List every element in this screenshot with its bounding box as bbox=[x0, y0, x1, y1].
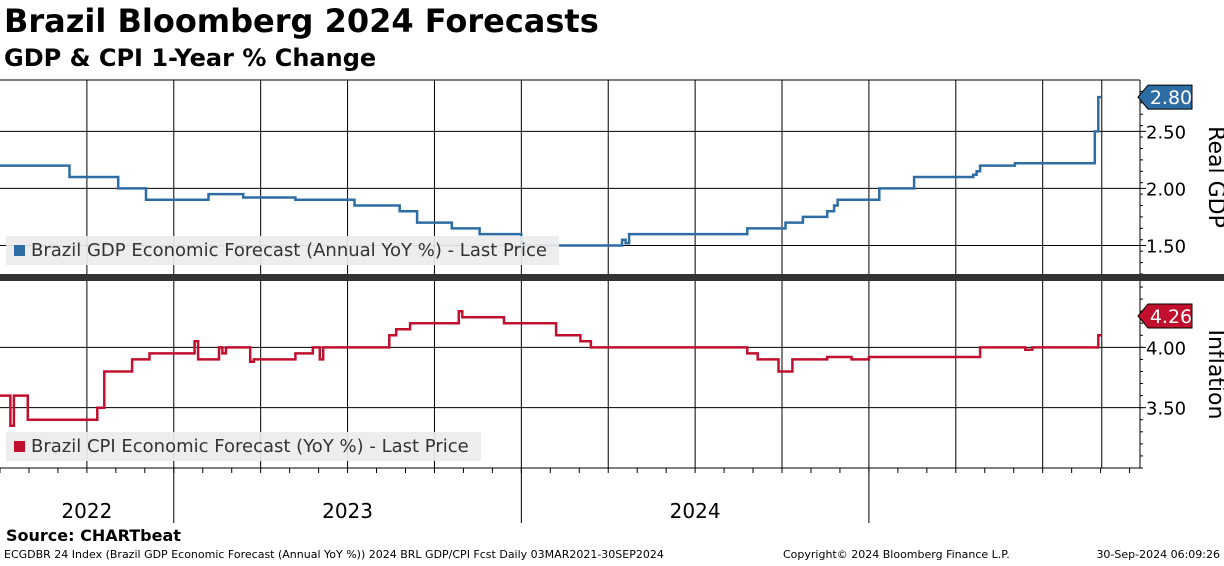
chart-subtitle: GDP & CPI 1-Year % Change bbox=[4, 44, 377, 72]
last-value-label-gdp: 2.80 bbox=[1150, 87, 1192, 109]
last-value-tag-cpi: 4.26 bbox=[1137, 303, 1193, 329]
last-value-label-cpi: 4.26 bbox=[1150, 306, 1192, 328]
legend-cpi-label: Brazil CPI Economic Forecast (YoY %) - L… bbox=[31, 436, 469, 457]
chart-title: Brazil Bloomberg 2024 Forecasts bbox=[4, 2, 599, 40]
x-tick-label-2024: 2024 bbox=[670, 499, 721, 523]
footer-timestamp: 30-Sep-2024 06:09:26 bbox=[1096, 548, 1220, 561]
legend-gdp: Brazil GDP Economic Forecast (Annual YoY… bbox=[6, 236, 559, 265]
legend-cpi-swatch bbox=[14, 441, 25, 452]
ytick-label-cpi-1: 4.00 bbox=[1146, 338, 1186, 359]
panel-divider bbox=[0, 274, 1224, 281]
x-tick-label-2022: 2022 bbox=[61, 499, 112, 523]
ytick-label-cpi-0: 3.50 bbox=[1146, 399, 1186, 420]
axis-title-gdp: Real GDP bbox=[1203, 126, 1224, 228]
legend-gdp-label: Brazil GDP Economic Forecast (Annual YoY… bbox=[31, 240, 547, 261]
last-value-badge-gdp bbox=[1137, 84, 1193, 110]
x-tick-label-2023: 2023 bbox=[322, 499, 373, 523]
last-value-tag-gdp: 2.80 bbox=[1137, 84, 1193, 110]
last-value-badge-cpi bbox=[1137, 303, 1193, 329]
footer-description: ECGDBR 24 Index (Brazil GDP Economic For… bbox=[4, 548, 664, 561]
series-line-gdp bbox=[0, 95, 1102, 247]
legend-cpi: Brazil CPI Economic Forecast (YoY %) - L… bbox=[6, 432, 481, 461]
source-note: Source: CHARTbeat bbox=[6, 526, 181, 545]
ytick-label-gdp-0: 1.50 bbox=[1146, 236, 1186, 257]
ytick-label-gdp-2: 2.50 bbox=[1146, 122, 1186, 143]
ytick-label-gdp-1: 2.00 bbox=[1146, 179, 1186, 200]
footer-copyright: Copyright© 2024 Bloomberg Finance L.P. bbox=[783, 548, 1010, 561]
axis-title-cpi: Inflation bbox=[1203, 330, 1224, 420]
series-line-cpi bbox=[0, 309, 1102, 428]
legend-gdp-swatch bbox=[14, 245, 25, 256]
